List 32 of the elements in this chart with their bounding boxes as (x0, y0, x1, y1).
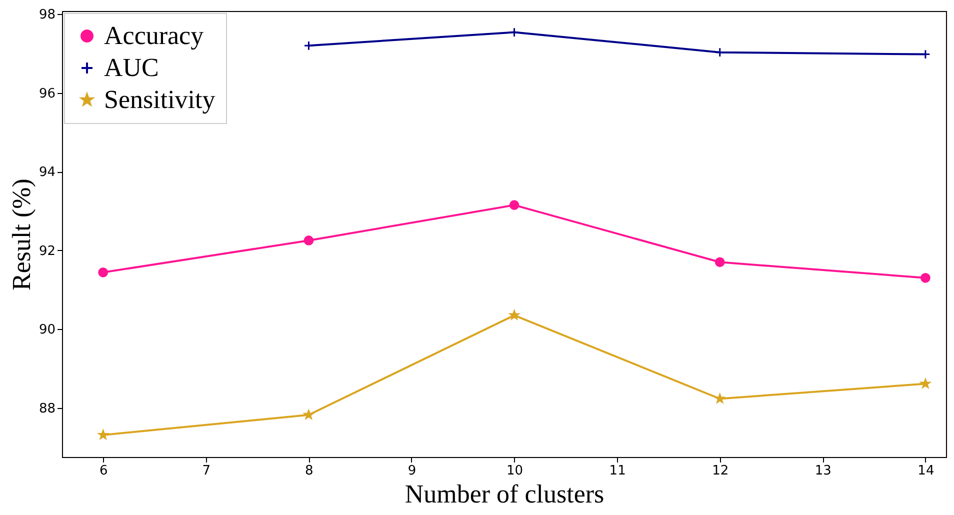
point (920, 272, 930, 283)
legend-label: AUC (104, 53, 159, 82)
point (509, 200, 520, 210)
point (715, 394, 725, 403)
point (714, 257, 725, 268)
y-tick-label: 94 (38, 165, 56, 180)
point (304, 40, 314, 51)
x-tick-label: 13 (814, 464, 832, 478)
legend-label: Sensitivity (104, 85, 216, 114)
y-tick-label: 90 (38, 322, 56, 338)
point (98, 267, 108, 278)
y-tick-label: 88 (38, 401, 56, 416)
x-tick-label: 6 (99, 464, 108, 478)
x-tick-label: 12 (712, 464, 729, 478)
y-tick-label: 96 (38, 86, 56, 102)
x-axis-title: Number of clusters (404, 480, 604, 508)
y-axis-title: Result (%) (6, 178, 36, 290)
x-tick-label: 10 (506, 464, 524, 478)
x-tick-label: 9 (408, 464, 416, 478)
point (98, 430, 108, 440)
point (304, 236, 314, 246)
x-tick-label: 8 (305, 464, 314, 478)
point (714, 47, 725, 58)
legend-label: Accuracy (104, 21, 204, 50)
point (510, 310, 520, 320)
y-tick-label: 98 (38, 8, 56, 23)
x-tick-label: 14 (918, 464, 934, 478)
point (304, 410, 314, 420)
y-tick-label: 92 (38, 244, 56, 259)
point (920, 378, 930, 388)
x-tick-label: 7 (202, 464, 211, 478)
x-tick-label: 11 (609, 464, 626, 478)
